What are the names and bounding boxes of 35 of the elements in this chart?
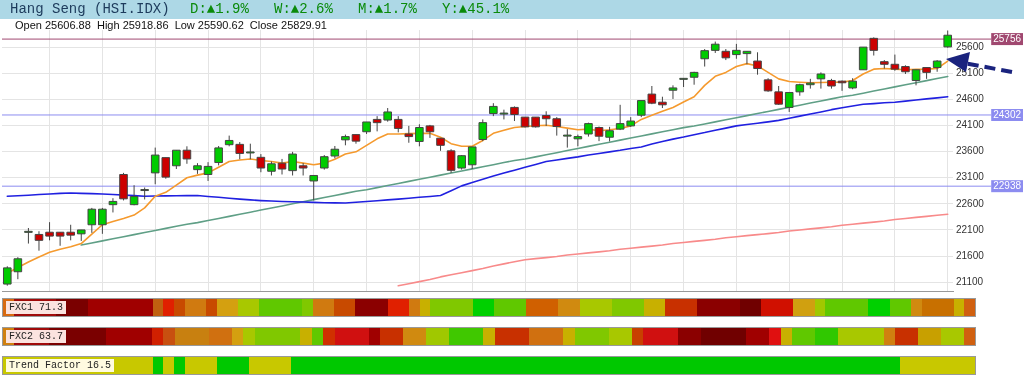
candlestick [98,207,107,235]
candlestick [45,221,54,241]
annotation: Open 25606.88 High 25918.86 Low 25590.62 Close 25829.91 [15,19,327,31]
y-tick-label: 22100 [956,223,985,235]
ref-line-label: 22938 [993,179,1022,191]
y-tick-label: 22600 [956,197,985,209]
candlestick [816,71,826,90]
candlestick [467,146,477,170]
candlestick [256,153,266,173]
candlestick [668,84,678,100]
text: Trend Factor 16.5 [6,359,115,372]
y-tick-label: 23600 [956,145,985,157]
candlestick [277,158,287,175]
candlestick [34,230,44,252]
text: FXC2 63.7 [6,330,67,343]
candlestick [288,151,297,176]
y-tick-label: 21600 [956,249,985,261]
text: FXC1 71.3 [6,301,67,314]
candlestick [689,71,699,86]
y-tick-label: 23100 [956,171,985,183]
candlestick [203,161,213,182]
y-tick-label: 24100 [956,119,985,131]
y-tick-label: 24600 [956,93,985,105]
ref-line-label: 24302 [993,108,1022,120]
candlestick [108,197,118,213]
ref-line-label: 25756 [993,32,1022,44]
y-tick-label: 25600 [956,40,985,52]
candlestick [214,145,223,166]
candlestick [87,207,97,234]
candlestick [309,174,319,201]
chart-subtitle: D:▲1.9% W:▲2.6% M:▲1.7% Y:▲45.1% [190,0,510,19]
candlestick [753,51,762,76]
y-tick-label: 21100 [956,275,984,287]
candlestick [478,118,488,142]
chart-title: Hang Seng (HSI.IDX) [10,0,170,19]
